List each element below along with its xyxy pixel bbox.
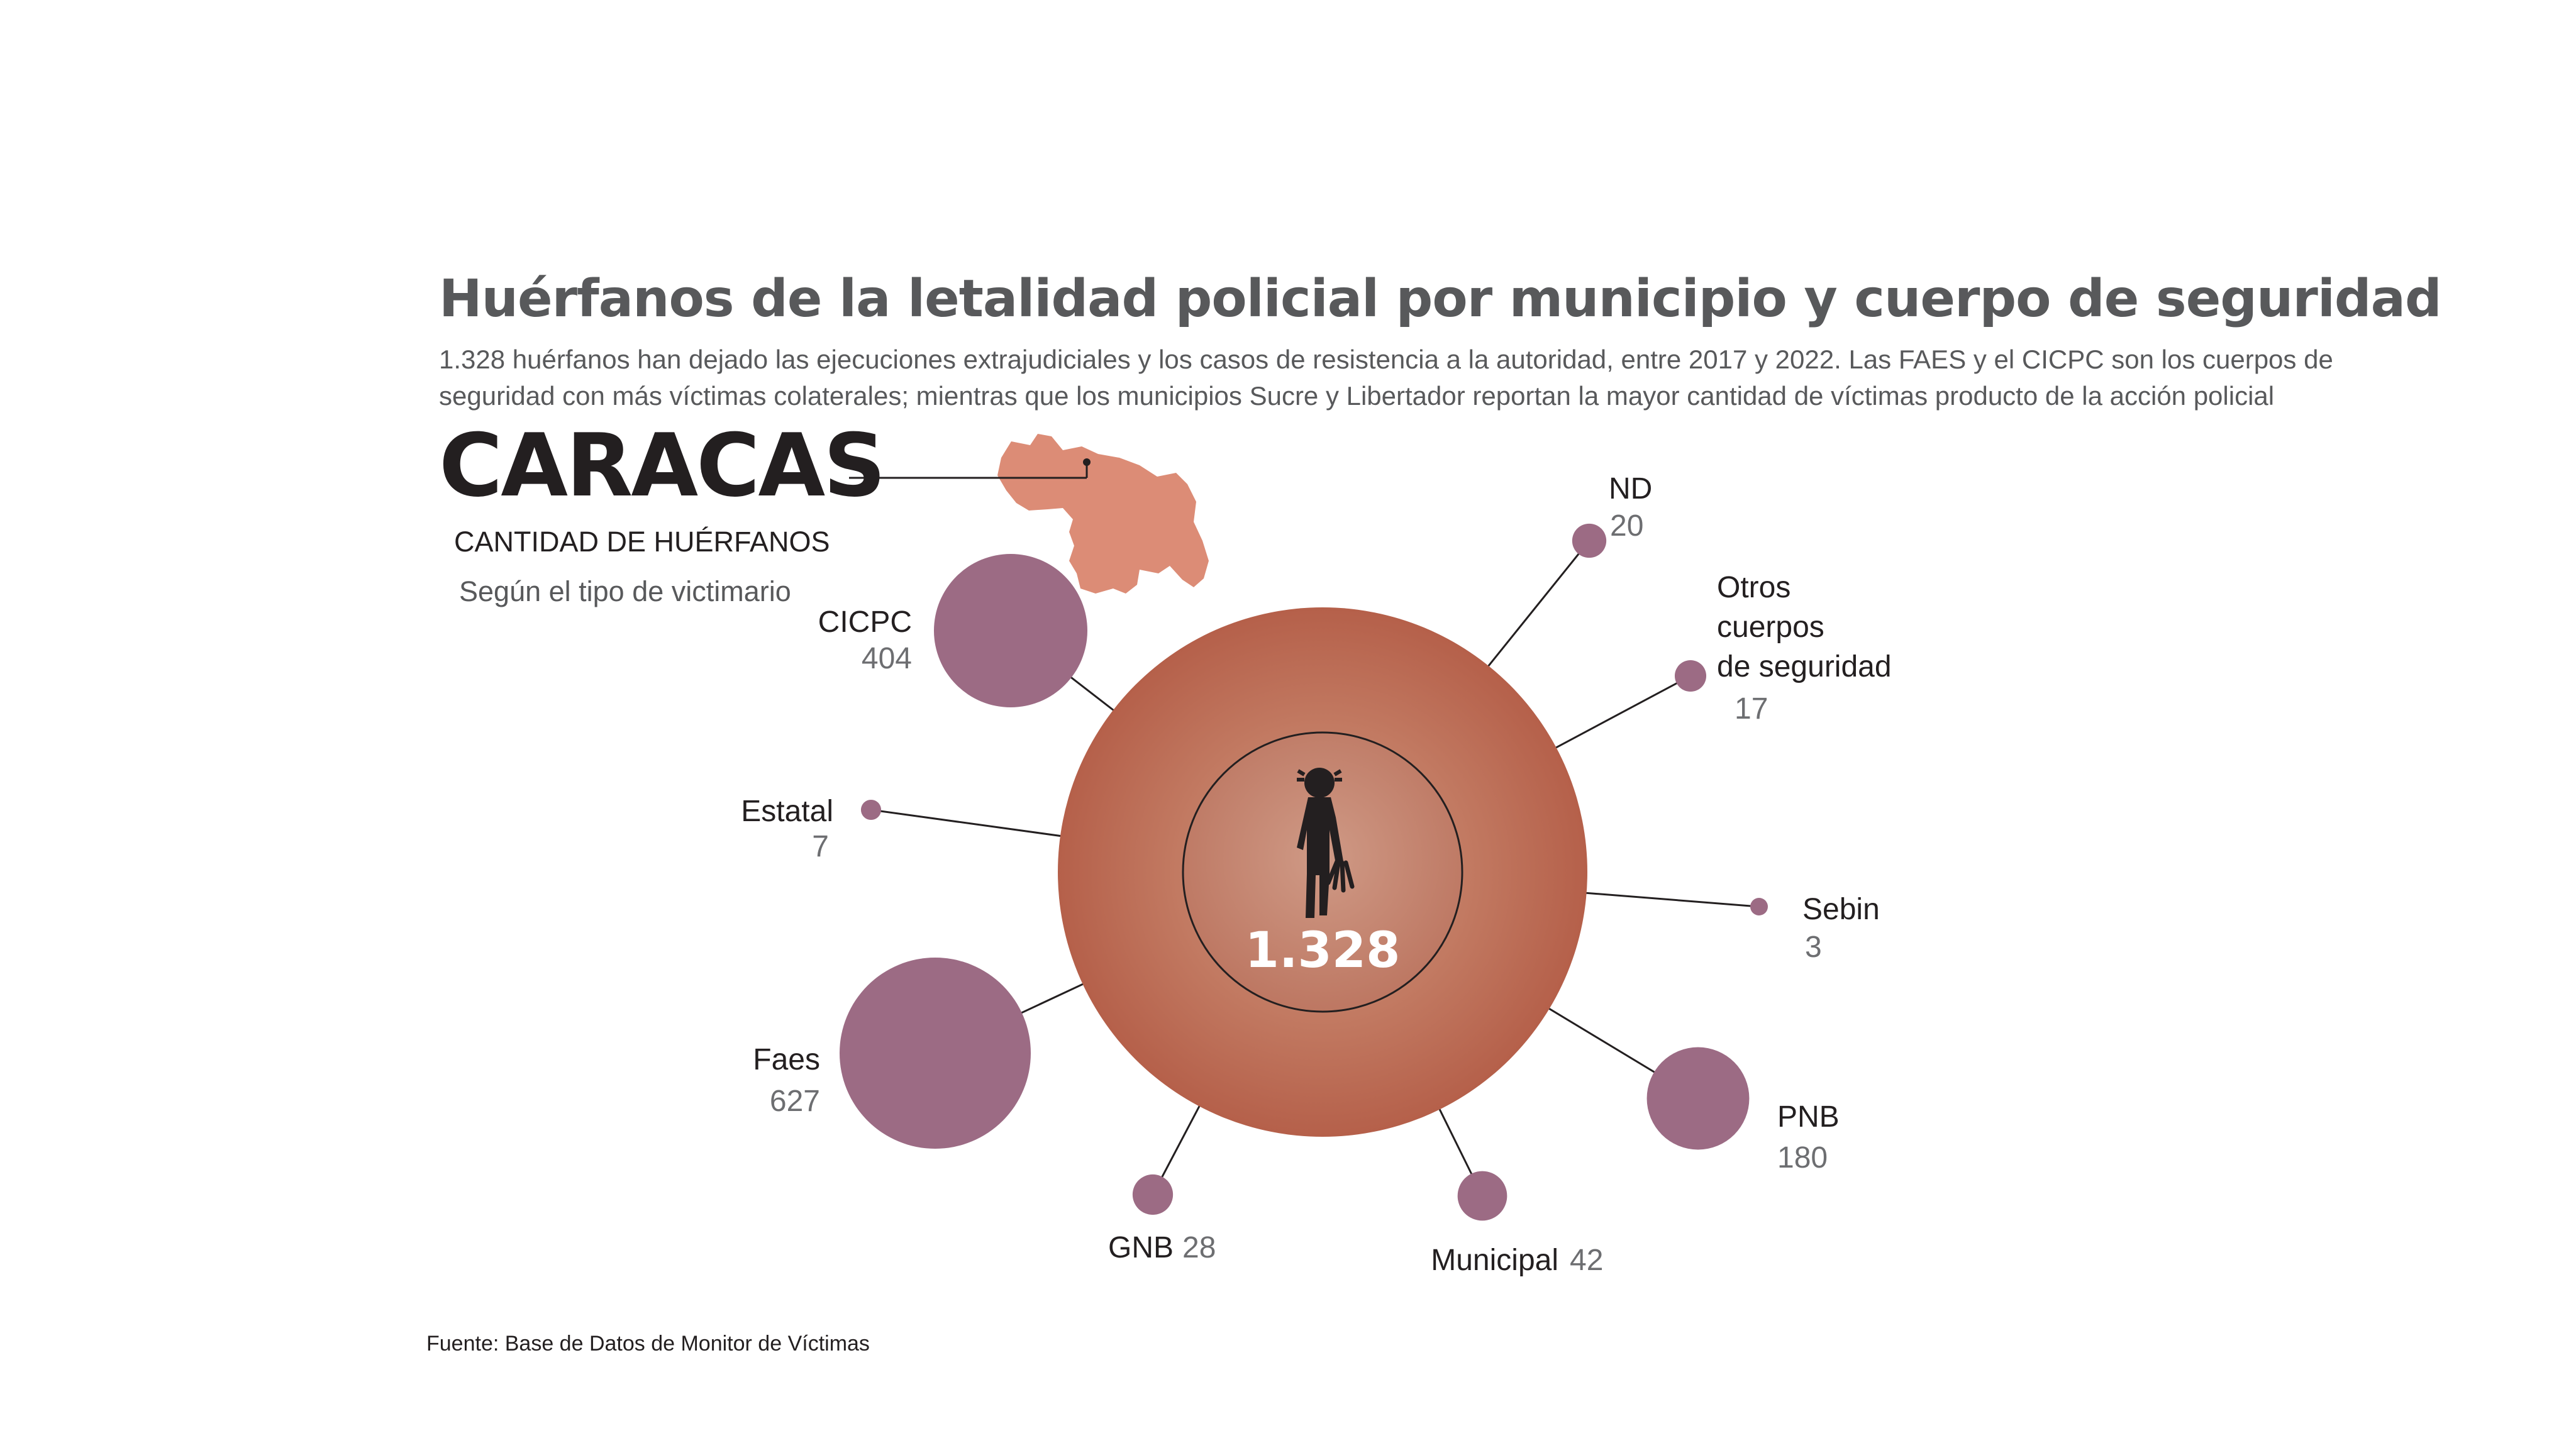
value-sebin: 3 xyxy=(1805,931,1822,964)
value-cicpc: 404 xyxy=(862,642,912,675)
bubble-cicpc xyxy=(933,553,1088,708)
label-municipal: Municipal xyxy=(1431,1244,1558,1277)
child-silhouette-icon xyxy=(1297,768,1355,918)
label-estatal: Estatal xyxy=(741,795,833,828)
bubble-nd xyxy=(1572,523,1607,558)
label-cicpc: CICPC xyxy=(818,605,912,639)
bubble-estatal xyxy=(860,799,882,821)
value-pnb: 180 xyxy=(1777,1141,1828,1174)
bubble-gnb xyxy=(1132,1174,1174,1215)
city-name: CARACAS xyxy=(439,415,886,516)
label-faes: Faes xyxy=(753,1043,820,1076)
bubble-faes xyxy=(840,958,1031,1149)
chart-caption: CANTIDAD DE HUÉRFANOS xyxy=(454,526,830,558)
value-faes: 627 xyxy=(770,1085,820,1118)
subtitle-line-2: seguridad con más víctimas colaterales; … xyxy=(439,381,2275,411)
label-sebin: Sebin xyxy=(1802,893,1880,926)
bubble-pnb xyxy=(1646,1047,1750,1150)
value-nd: 20 xyxy=(1610,509,1643,543)
label-pnb: PNB xyxy=(1777,1100,1840,1134)
value-estatal: 7 xyxy=(812,830,829,863)
value-otros-cuerpos-de-seguridad: 17 xyxy=(1735,692,1768,726)
chart-title: Huérfanos de la letalidad policial por m… xyxy=(439,269,2442,329)
bubble-sebin xyxy=(1750,898,1768,915)
value-municipal: 42 xyxy=(1570,1244,1603,1277)
label-gnb: GNB xyxy=(1108,1231,1174,1264)
value-gnb: 28 xyxy=(1182,1231,1216,1264)
chart-subcaption: Según el tipo de victimario xyxy=(459,575,791,607)
label-nd: ND xyxy=(1609,472,1652,506)
total-value: 1.328 xyxy=(1245,922,1401,979)
subtitle-line-1: 1.328 huérfanos han dejado las ejecucion… xyxy=(439,345,2333,374)
bubble-municipal xyxy=(1457,1171,1507,1221)
source-note: Fuente: Base de Datos de Monitor de Víct… xyxy=(426,1332,870,1356)
category-bubbles xyxy=(840,523,1768,1221)
bubble-otros-cuerpos-de-seguridad xyxy=(1674,660,1707,692)
label-otros-cuerpos-de-seguridad: Otros cuerpos de seguridad xyxy=(1717,571,1892,683)
venezuela-map-icon xyxy=(849,434,1209,594)
